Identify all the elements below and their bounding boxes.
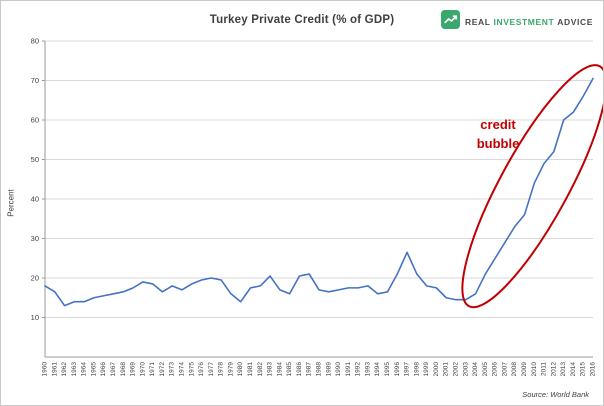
logo-word-investment: INVESTMENT bbox=[493, 17, 555, 27]
y-axis-title: Percent bbox=[6, 189, 16, 217]
svg-text:1993: 1993 bbox=[364, 362, 371, 377]
svg-text:2010: 2010 bbox=[531, 362, 538, 377]
svg-text:2011: 2011 bbox=[541, 362, 548, 376]
svg-text:1987: 1987 bbox=[306, 362, 313, 377]
svg-text:40: 40 bbox=[31, 195, 39, 204]
svg-text:1976: 1976 bbox=[198, 362, 205, 377]
svg-text:1962: 1962 bbox=[61, 362, 68, 377]
svg-text:1991: 1991 bbox=[345, 362, 352, 377]
svg-text:2001: 2001 bbox=[443, 362, 450, 377]
svg-text:70: 70 bbox=[31, 76, 39, 85]
logo-word-advice: ADVICE bbox=[557, 17, 593, 27]
svg-text:80: 80 bbox=[31, 37, 39, 46]
svg-text:1974: 1974 bbox=[179, 362, 186, 377]
svg-text:1965: 1965 bbox=[90, 362, 97, 377]
svg-text:1968: 1968 bbox=[120, 362, 127, 377]
svg-text:1981: 1981 bbox=[247, 362, 254, 377]
svg-text:1960: 1960 bbox=[42, 362, 49, 377]
svg-text:1983: 1983 bbox=[267, 362, 274, 377]
svg-text:1975: 1975 bbox=[188, 362, 195, 377]
svg-text:1992: 1992 bbox=[355, 362, 362, 377]
svg-text:20: 20 bbox=[31, 274, 39, 283]
annotation-line1: credit bbox=[480, 117, 516, 132]
gridlines bbox=[45, 40, 593, 318]
logo: REAL INVESTMENT ADVICE bbox=[440, 10, 593, 34]
svg-text:1961: 1961 bbox=[51, 362, 58, 377]
svg-text:2002: 2002 bbox=[453, 362, 460, 377]
svg-text:1988: 1988 bbox=[316, 362, 323, 377]
svg-text:2004: 2004 bbox=[472, 362, 479, 377]
svg-text:1964: 1964 bbox=[81, 362, 88, 377]
svg-text:1994: 1994 bbox=[374, 362, 381, 377]
svg-text:1971: 1971 bbox=[149, 362, 156, 377]
svg-text:1973: 1973 bbox=[169, 362, 176, 377]
svg-text:1986: 1986 bbox=[296, 362, 303, 377]
data-line bbox=[44, 77, 594, 307]
svg-text:1980: 1980 bbox=[237, 362, 244, 377]
logo-text: REAL INVESTMENT ADVICE bbox=[465, 17, 593, 27]
chart-title: Turkey Private Credit (% of GDP) bbox=[209, 14, 395, 26]
svg-text:2012: 2012 bbox=[550, 362, 557, 377]
logo-icon bbox=[440, 10, 460, 34]
svg-text:30: 30 bbox=[31, 234, 39, 243]
svg-text:1998: 1998 bbox=[413, 362, 420, 377]
svg-text:1967: 1967 bbox=[110, 362, 117, 377]
svg-text:1978: 1978 bbox=[218, 362, 225, 377]
svg-text:2009: 2009 bbox=[521, 362, 528, 377]
svg-text:2008: 2008 bbox=[511, 362, 518, 377]
svg-text:1990: 1990 bbox=[335, 362, 342, 377]
svg-text:1979: 1979 bbox=[227, 362, 234, 377]
svg-text:1972: 1972 bbox=[159, 362, 166, 377]
svg-text:1989: 1989 bbox=[325, 362, 332, 377]
svg-text:2003: 2003 bbox=[462, 362, 469, 377]
svg-text:2016: 2016 bbox=[590, 362, 597, 377]
svg-text:1985: 1985 bbox=[286, 362, 293, 377]
svg-text:1997: 1997 bbox=[404, 362, 411, 377]
svg-text:1995: 1995 bbox=[384, 362, 391, 377]
svg-text:1984: 1984 bbox=[276, 362, 283, 377]
svg-text:1996: 1996 bbox=[394, 362, 401, 377]
svg-text:1969: 1969 bbox=[130, 362, 137, 377]
svg-text:1999: 1999 bbox=[423, 362, 430, 377]
svg-text:2014: 2014 bbox=[570, 362, 577, 377]
logo-word-real: REAL bbox=[464, 17, 491, 27]
credit-bubble-annotation: credit bubble bbox=[458, 116, 538, 154]
svg-text:2007: 2007 bbox=[501, 362, 508, 377]
svg-text:1963: 1963 bbox=[71, 362, 78, 377]
svg-text:10: 10 bbox=[31, 313, 39, 322]
svg-text:50: 50 bbox=[31, 155, 39, 164]
svg-text:1977: 1977 bbox=[208, 362, 215, 377]
svg-text:1966: 1966 bbox=[100, 362, 107, 377]
credit-bubble-ellipse bbox=[461, 64, 603, 309]
y-axis-labels: 10 20 30 40 50 60 70 80 bbox=[31, 37, 45, 322]
svg-text:1982: 1982 bbox=[257, 362, 264, 377]
svg-text:2000: 2000 bbox=[433, 362, 440, 377]
svg-text:2013: 2013 bbox=[560, 362, 567, 377]
x-axis-labels: 1960 1961 1962 1963 1964 1965 1966 1967 1968 1969… bbox=[42, 362, 597, 377]
svg-text:2015: 2015 bbox=[580, 362, 587, 377]
svg-text:1970: 1970 bbox=[139, 362, 146, 377]
svg-text:2005: 2005 bbox=[482, 362, 489, 377]
svg-text:2006: 2006 bbox=[492, 362, 499, 377]
source-note: Source: World Bank bbox=[522, 390, 589, 399]
svg-text:60: 60 bbox=[31, 116, 39, 125]
annotation-line2: bubble bbox=[476, 135, 520, 151]
